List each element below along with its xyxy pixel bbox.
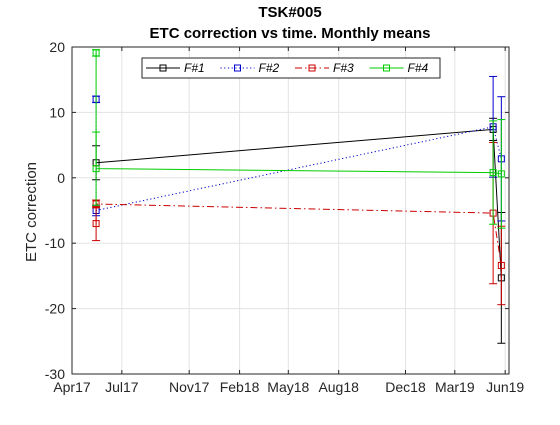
x-tick-label: Dec18 [385,379,426,395]
y-axis-title: ETC correction [23,162,40,262]
legend: F#1 F#2 F#3 F#4 [141,57,441,79]
legend-swatch-marker [234,64,241,72]
grid [71,46,509,375]
series-layer [92,49,506,344]
legend-entry-label: F#3 [333,61,354,75]
legend-swatch-marker [383,64,390,72]
legend-entry-label: F#1 [184,61,205,75]
x-tick-label: Jun19 [486,379,524,395]
x-tick-label: May18 [267,379,309,395]
series-3 [92,141,506,306]
y-tick-label: -30 [45,366,65,382]
x-tick-label: Mar19 [435,379,475,395]
series-2 [92,75,506,222]
data-point [92,49,100,57]
series-1 [92,117,506,344]
data-point [92,165,100,173]
chart-title: TSK#005 [258,4,321,21]
legend-swatch-marker [159,64,167,72]
x-tick-label: Jul17 [105,379,139,395]
ticks: Apr17 Jul17 Nov17 Feb18 May18 Aug18 Dec18 Mar19… [45,39,525,395]
legend-entry-label: F#2 [259,61,280,75]
legend-box [141,57,441,79]
data-point [92,220,100,228]
legend-swatch-marker [308,64,316,72]
y-tick-label: -10 [45,235,65,251]
series-line [95,203,502,266]
y-tick-label: 10 [49,104,65,120]
legend-entry-label: F#4 [408,61,429,75]
series-4 [92,49,506,229]
plot-frame [71,46,510,375]
data-point [489,169,497,177]
chart-subtitle: ETC correction vs time. Monthly means [150,25,431,42]
y-tick-label: -20 [45,301,65,317]
data-point [497,170,505,178]
series-line [95,52,502,175]
series-line [95,99,502,212]
data-point [497,261,505,269]
x-tick-label: Nov17 [169,379,210,395]
x-tick-label: Feb18 [220,379,260,395]
x-tick-label: Aug18 [318,379,359,395]
series-line [96,128,502,278]
x-tick-label: Apr17 [53,379,91,395]
y-tick-label: 20 [49,39,65,55]
y-tick-label: 0 [57,170,65,186]
